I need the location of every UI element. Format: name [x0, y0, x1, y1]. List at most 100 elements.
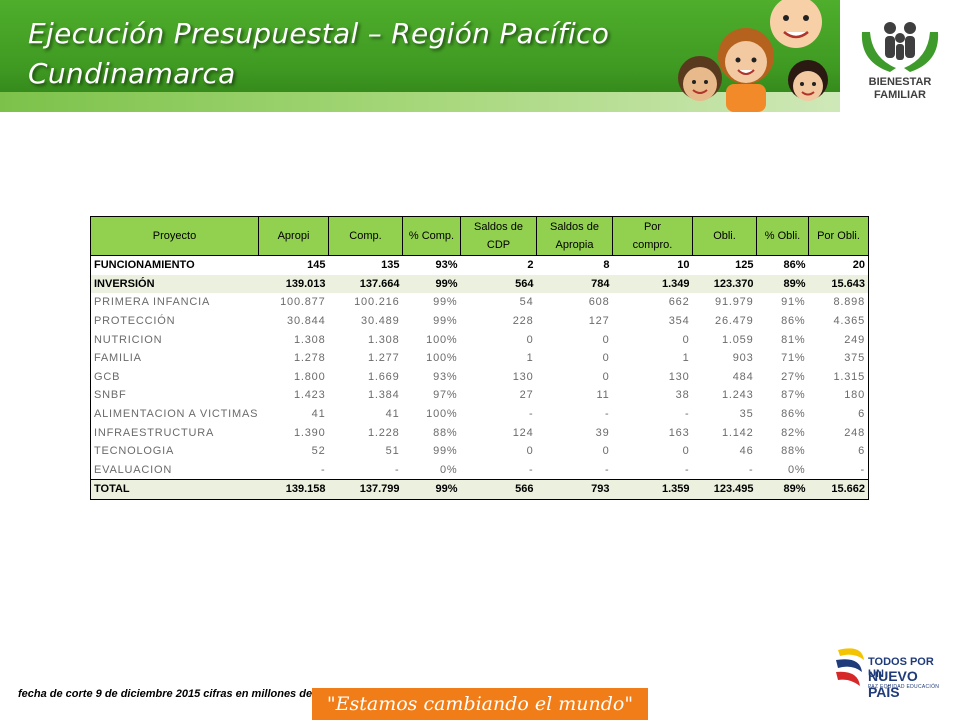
value-cell: 1.423 [293, 389, 326, 402]
value-cell: 71% [781, 352, 806, 365]
value-cell: 793 [536, 479, 613, 500]
slide-title: Ejecución Presupuestal – Región Pacífico… [28, 14, 609, 94]
value-cell: 93% [402, 254, 461, 275]
logo-text-line-2: FAMILIAR [874, 89, 926, 101]
value-cell: 39 [595, 426, 610, 439]
value-cell: 20 [808, 254, 869, 275]
value-cell: 27 [519, 389, 534, 402]
slogan-bar: "Estamos cambiando el mundo" [312, 688, 648, 720]
value-cell: 1.278 [293, 352, 326, 365]
column-header: % Comp. [402, 216, 461, 256]
column-header-line-2: CDP [486, 239, 511, 251]
value-cell: 35 [739, 408, 754, 421]
row-label-cell: INFRAESTRUCTURA [94, 426, 215, 439]
value-cell: - [529, 463, 534, 476]
value-cell: 26.479 [715, 315, 754, 328]
pais-line-3: PAZ EQUIDAD EDUCACIÓN [868, 684, 940, 690]
table-row: INFRAESTRUCTURA 1.390 1.228 88% 124 39 163 1.14… [91, 423, 869, 442]
value-cell: 46 [739, 445, 754, 458]
value-cell: 100% [426, 333, 458, 346]
logo-text-line-1: BIENESTAR [868, 76, 932, 88]
value-cell: 0 [602, 370, 610, 383]
value-cell: 2 [460, 254, 537, 275]
value-cell: 130 [512, 370, 534, 383]
row-label-cell: TECNOLOGIA [94, 445, 175, 458]
column-header-line-2: compro. [632, 239, 673, 251]
value-cell: 38 [675, 389, 690, 402]
value-cell: 135 [328, 254, 403, 275]
pais-line-1: TODOS POR UN [868, 656, 934, 680]
value-cell: 30.489 [361, 315, 400, 328]
column-header-line-1: Saldos de [550, 221, 599, 233]
value-cell: 100% [426, 352, 458, 365]
value-cell: 8.898 [833, 296, 865, 309]
column-header-line-1: Proyecto [152, 230, 197, 242]
value-cell: 1.142 [721, 426, 754, 439]
title-line-1: Ejecución Presupuestal – Región Pacífico [28, 17, 610, 50]
value-cell: 0 [526, 333, 534, 346]
value-cell: 375 [844, 352, 865, 365]
value-cell: 1 [526, 352, 534, 365]
value-cell: 1.228 [367, 426, 400, 439]
budget-execution-table: Proyecto Apropi Comp.% Comp. Saldos de CDP Sa… [90, 216, 869, 500]
value-cell: 125 [692, 254, 757, 275]
value-cell: 1.277 [367, 352, 400, 365]
value-cell: - [685, 408, 690, 421]
value-cell: 89% [756, 274, 809, 294]
value-cell: 81% [781, 333, 806, 346]
value-cell: 87% [781, 389, 806, 402]
value-cell: 1.308 [367, 333, 400, 346]
value-cell: 88% [781, 445, 806, 458]
value-cell: 1.384 [367, 389, 400, 402]
value-cell: 145 [258, 254, 329, 275]
table-row: FAMILIA 1.278 1.277 100% 1 0 1 903 71% 375 [91, 349, 869, 368]
value-cell: 566 [460, 479, 537, 500]
column-header: Por Obli. [808, 216, 869, 256]
table-row: INVERSIÓN 139.013 137.664 99% 564 784 1.349 123… [90, 274, 869, 294]
value-cell: 180 [844, 389, 865, 402]
value-cell: 0 [526, 445, 534, 458]
value-cell: 93% [433, 370, 458, 383]
value-cell: 11 [596, 389, 610, 402]
value-cell: 41 [385, 408, 400, 421]
table-row: GCB 1.800 1.669 93% 130 0 130 484 27% 1.315 [91, 368, 869, 387]
value-cell: 52 [311, 445, 326, 458]
value-cell: 82% [781, 426, 806, 439]
value-cell: 86% [781, 315, 806, 328]
banner-wave [0, 92, 840, 112]
value-cell: 249 [844, 333, 865, 346]
row-label-cell: INVERSIÓN [90, 274, 259, 294]
value-cell: 1.243 [721, 389, 754, 402]
children-illustration-icon [678, 0, 828, 112]
value-cell: 100.877 [280, 296, 326, 309]
row-label-cell: ALIMENTACION A VICTIMAS [94, 408, 259, 421]
value-cell: 903 [732, 352, 754, 365]
value-cell: - [605, 463, 610, 476]
value-cell: 86% [781, 408, 806, 421]
value-cell: 99% [433, 445, 458, 458]
column-header: Obli. [692, 216, 757, 256]
slide-header: Ejecución Presupuestal – Región Pacífico… [0, 0, 960, 122]
value-cell: 130 [668, 370, 690, 383]
value-cell: 137.664 [328, 274, 403, 294]
row-label-cell: NUTRICION [94, 333, 163, 346]
value-cell: 1.359 [612, 479, 693, 500]
value-cell: 86% [756, 254, 809, 275]
value-cell: - [749, 463, 754, 476]
value-cell: 0 [602, 445, 610, 458]
value-cell: 662 [668, 296, 690, 309]
value-cell: - [395, 463, 400, 476]
value-cell: 15.643 [808, 274, 869, 294]
value-cell: 100.216 [354, 296, 400, 309]
title-line-2: Cundinamarca [28, 57, 236, 90]
value-cell: - [605, 408, 610, 421]
value-cell: 123.495 [692, 479, 757, 500]
value-cell: 1 [682, 352, 690, 365]
column-header-line-1: Obli. [713, 230, 736, 242]
table-total-row: TOTAL 139.158 137.799 99% 566 793 1.359 123.495… [90, 479, 869, 500]
row-label-cell: TOTAL [90, 479, 259, 500]
value-cell: 15.662 [808, 479, 869, 500]
value-cell: 1.669 [367, 370, 400, 383]
value-cell: 0 [602, 352, 610, 365]
row-label-cell: FAMILIA [94, 352, 142, 365]
